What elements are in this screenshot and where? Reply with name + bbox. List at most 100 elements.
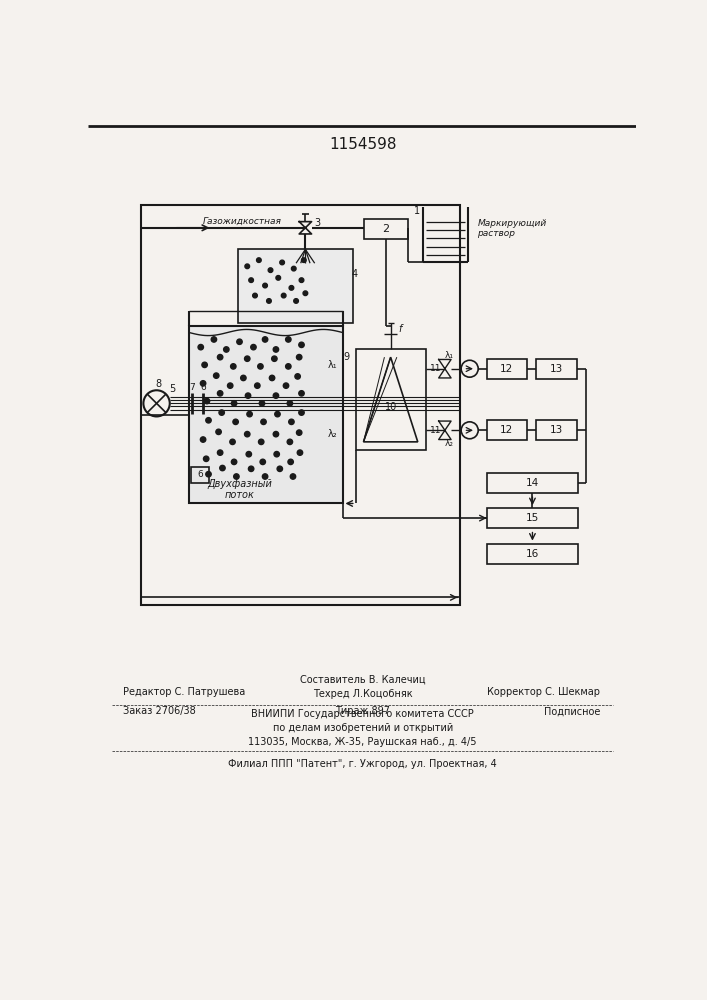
Circle shape <box>234 474 239 479</box>
Circle shape <box>259 439 264 445</box>
Circle shape <box>198 344 204 350</box>
Circle shape <box>245 393 251 398</box>
Circle shape <box>204 456 209 461</box>
Text: f: f <box>398 324 402 334</box>
Circle shape <box>273 347 279 352</box>
Circle shape <box>200 437 206 442</box>
Circle shape <box>293 299 298 303</box>
Text: Заказ 2706/38: Заказ 2706/38 <box>123 706 196 716</box>
Circle shape <box>255 383 260 388</box>
Text: 10: 10 <box>385 402 397 412</box>
Circle shape <box>202 362 207 368</box>
Circle shape <box>299 410 304 415</box>
Bar <box>363 219 409 239</box>
Circle shape <box>261 419 267 425</box>
Circle shape <box>287 439 293 445</box>
Circle shape <box>286 364 291 369</box>
Text: Корректор С. Шекмар: Корректор С. Шекмар <box>487 687 600 697</box>
Bar <box>238 249 353 323</box>
Circle shape <box>299 278 304 282</box>
Bar <box>537 420 577 440</box>
Circle shape <box>288 419 294 425</box>
Text: 8: 8 <box>156 379 162 389</box>
Circle shape <box>223 347 229 352</box>
Bar <box>356 349 426 450</box>
Circle shape <box>287 401 293 406</box>
Circle shape <box>237 339 243 344</box>
Bar <box>141 205 460 605</box>
Circle shape <box>274 451 279 457</box>
Circle shape <box>220 465 225 471</box>
Circle shape <box>299 342 304 348</box>
Circle shape <box>275 411 280 417</box>
Bar <box>537 359 577 379</box>
Text: λ₂: λ₂ <box>327 429 337 439</box>
Circle shape <box>280 260 284 265</box>
Text: 1: 1 <box>414 206 420 216</box>
Circle shape <box>263 283 267 288</box>
Circle shape <box>301 258 306 262</box>
Circle shape <box>273 393 279 398</box>
Circle shape <box>218 354 223 360</box>
Circle shape <box>259 401 264 406</box>
Circle shape <box>284 383 288 388</box>
Circle shape <box>228 383 233 388</box>
Circle shape <box>303 291 308 296</box>
Text: Составитель В. Калечиц
Техред Л.Коцобняк: Составитель В. Калечиц Техред Л.Коцобняк <box>300 675 426 699</box>
Circle shape <box>288 459 293 465</box>
Circle shape <box>249 278 253 282</box>
Circle shape <box>295 374 300 379</box>
Circle shape <box>296 430 302 435</box>
Text: 6: 6 <box>200 383 206 392</box>
Text: Тираж 897: Тираж 897 <box>335 706 390 716</box>
Text: 9: 9 <box>344 352 349 362</box>
Text: 11: 11 <box>429 364 441 373</box>
Text: 13: 13 <box>550 364 563 374</box>
Circle shape <box>258 364 263 369</box>
Circle shape <box>267 299 271 303</box>
Circle shape <box>291 474 296 479</box>
Circle shape <box>277 466 283 472</box>
Circle shape <box>251 344 256 350</box>
Text: 1154598: 1154598 <box>329 137 397 152</box>
Circle shape <box>260 459 265 465</box>
Text: λ₁: λ₁ <box>327 360 337 370</box>
Text: 16: 16 <box>526 549 539 559</box>
Text: 14: 14 <box>526 478 539 488</box>
Circle shape <box>299 391 304 396</box>
Circle shape <box>262 474 268 479</box>
Text: Подписное: Подписное <box>544 706 600 716</box>
Circle shape <box>297 450 303 455</box>
Circle shape <box>286 337 291 342</box>
Circle shape <box>216 429 221 435</box>
Circle shape <box>206 472 211 477</box>
Bar <box>486 508 578 528</box>
Circle shape <box>271 356 277 361</box>
Text: Газожидкостная: Газожидкостная <box>203 217 282 226</box>
Circle shape <box>276 276 281 280</box>
Circle shape <box>219 410 224 415</box>
Circle shape <box>245 356 250 361</box>
Text: 12: 12 <box>501 425 513 435</box>
Bar <box>486 473 578 493</box>
Circle shape <box>252 293 257 298</box>
Text: 5: 5 <box>169 384 175 394</box>
Text: 12: 12 <box>501 364 513 374</box>
Circle shape <box>218 450 223 455</box>
Text: 4: 4 <box>351 269 357 279</box>
Text: 2: 2 <box>382 224 390 234</box>
Circle shape <box>269 375 275 381</box>
Text: λ₂: λ₂ <box>444 439 453 448</box>
Text: ВНИИПИ Государственного комитета СССР
по делам изобретений и открытий
113035, Мо: ВНИИПИ Государственного комитета СССР по… <box>248 709 477 747</box>
Circle shape <box>230 364 236 369</box>
Circle shape <box>245 264 250 269</box>
Circle shape <box>296 354 302 360</box>
Text: 3: 3 <box>315 218 321 228</box>
Bar <box>486 359 527 379</box>
Circle shape <box>273 431 279 437</box>
Circle shape <box>231 459 237 465</box>
Circle shape <box>233 419 238 425</box>
Text: λ₁: λ₁ <box>444 351 453 360</box>
Circle shape <box>240 375 246 381</box>
Text: Редактор С. Патрушева: Редактор С. Патрушева <box>123 687 245 697</box>
